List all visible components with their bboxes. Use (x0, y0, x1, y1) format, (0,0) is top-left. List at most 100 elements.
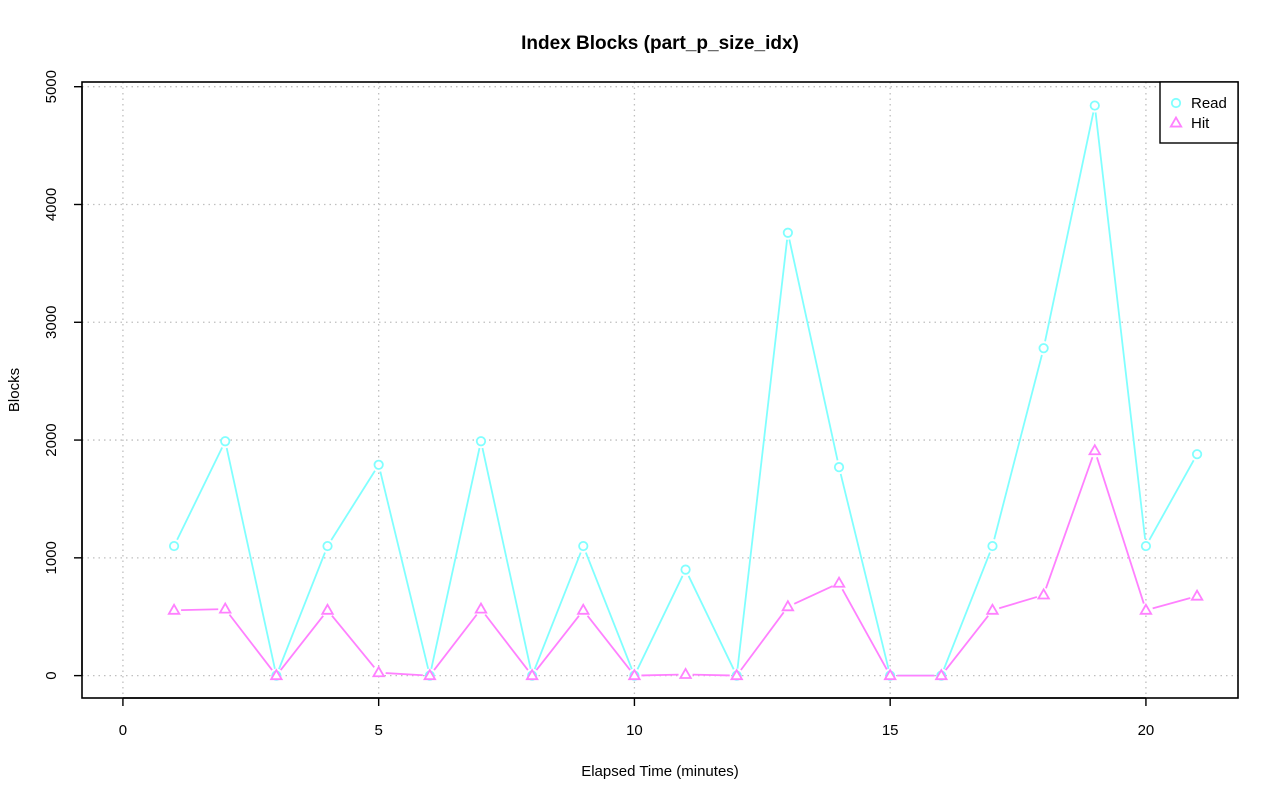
y-tick-label: 2000 (43, 423, 60, 456)
y-tick-label: 4000 (43, 188, 60, 221)
x-tick-label: 5 (375, 722, 383, 739)
grid-lines (82, 82, 1238, 698)
data-point (1038, 343, 1049, 354)
data-point (1191, 449, 1203, 460)
series-line-segment (1044, 112, 1095, 342)
series-line-segment (585, 552, 633, 670)
x-tick-label: 0 (119, 722, 127, 739)
data-point (1089, 100, 1100, 111)
data-point (475, 436, 487, 447)
data-point (218, 601, 233, 614)
data-point (320, 602, 335, 615)
legend-label: Read (1191, 95, 1227, 112)
data-point (1036, 587, 1051, 600)
series-line-segment (687, 575, 735, 670)
y-tick-label: 0 (43, 671, 60, 679)
series-line-segment (176, 447, 223, 541)
series-line-segment (484, 614, 529, 671)
y-tick-label: 3000 (43, 306, 60, 339)
data-point (883, 668, 897, 681)
data-point (167, 602, 181, 615)
series-line-segment (225, 447, 276, 669)
data-point (474, 601, 488, 614)
data-point (1087, 443, 1102, 456)
series-line-segment (736, 239, 788, 669)
data-point (1140, 540, 1152, 552)
series-line-segment (998, 596, 1038, 610)
x-tick-label: 15 (882, 722, 899, 739)
series-line-segment (839, 473, 890, 670)
data-point (269, 668, 284, 681)
series-group (167, 100, 1204, 681)
x-tick-label: 20 (1138, 722, 1155, 739)
series-line-segment (535, 615, 580, 671)
data-point (678, 667, 693, 679)
legend-label: Hit (1191, 115, 1210, 132)
series-line-segment (433, 614, 478, 671)
series-line-segment (636, 575, 684, 670)
series-line-segment (385, 672, 423, 677)
legend-box (1159, 81, 1239, 144)
data-point (168, 540, 180, 552)
series-line-segment (1096, 457, 1145, 604)
data-point (680, 564, 691, 575)
y-tick-label: 1000 (43, 541, 60, 574)
data-point (729, 668, 744, 681)
series-line-segment (793, 585, 834, 605)
data-point (322, 540, 333, 552)
data-point (578, 540, 589, 552)
series-line-segment (181, 608, 219, 611)
series-line-segment (228, 614, 273, 671)
series-line-segment (1148, 459, 1195, 541)
data-point (627, 668, 642, 681)
series-line-segment (692, 673, 730, 677)
series-line-segment (278, 552, 326, 670)
data-point (371, 665, 386, 678)
legend: Read Hit (1159, 81, 1239, 144)
series-line-segment (379, 471, 430, 670)
data-point (1139, 602, 1153, 615)
x-tick-label: 10 (626, 722, 643, 739)
series-line-segment (641, 673, 679, 677)
data-point (782, 227, 793, 238)
plot-frame (81, 81, 1239, 699)
data-point (934, 668, 949, 681)
series-line-segment (586, 615, 631, 671)
data-point (832, 575, 846, 588)
series-line-segment (788, 239, 839, 461)
series-line-segment (279, 615, 324, 671)
data-point (833, 462, 845, 473)
series-line-segment (1152, 597, 1191, 610)
data-point (1190, 588, 1204, 601)
series-line-segment (481, 447, 532, 669)
axes: 0 5 10 15 20 0 1000 2000 3000 4000 5000 (43, 70, 1154, 739)
data-point (985, 602, 1000, 615)
data-point (576, 602, 591, 615)
series-line-segment (1094, 112, 1147, 540)
data-point (373, 459, 384, 470)
legend-marker (1169, 115, 1183, 128)
chart-title: Index Blocks (part_p_size_idx) (521, 33, 799, 54)
x-axis-label: Elapsed Time (minutes) (581, 763, 739, 780)
series-line-segment (740, 611, 785, 671)
series-line-segment (330, 470, 376, 541)
data-point (987, 540, 998, 552)
series-line-segment (331, 615, 375, 668)
series-line-segment (841, 588, 888, 670)
series-line-segment (533, 552, 582, 670)
series-line-segment (993, 354, 1043, 540)
legend-marker (1170, 97, 1182, 109)
data-point (220, 436, 231, 447)
series-hit (167, 443, 1204, 681)
series-line-segment (944, 615, 989, 671)
y-axis-label: Blocks (6, 368, 23, 412)
y-tick-label: 5000 (43, 70, 60, 103)
series-line-segment (430, 447, 481, 669)
series-line-segment (943, 552, 991, 670)
data-point (423, 668, 437, 681)
series-line-segment (1045, 456, 1094, 589)
data-point (525, 668, 539, 681)
data-point (781, 599, 795, 612)
